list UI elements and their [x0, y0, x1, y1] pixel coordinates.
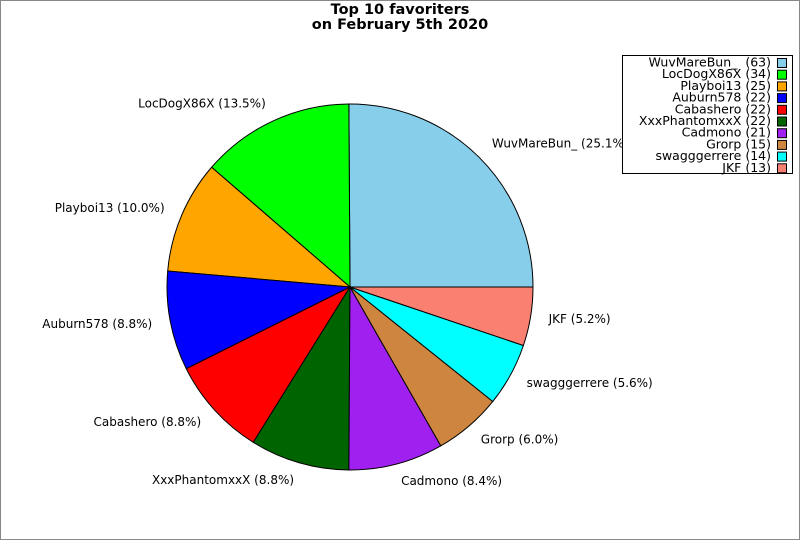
- legend-swatch: [777, 104, 787, 115]
- slice-label: Auburn578 (8.8%): [42, 317, 152, 331]
- legend: WuvMareBun_ (63)LocDogX86X (34)Playboi13…: [639, 55, 787, 175]
- slice-label: XxxPhantomxxX (8.8%): [152, 473, 294, 487]
- legend-swatch: [777, 128, 787, 139]
- slice-label: JKF (5.2%): [548, 312, 611, 326]
- legend-label: swagggerrere (14): [655, 148, 771, 163]
- slice-label: Playboi13 (10.0%): [55, 201, 165, 215]
- pie-slice: [167, 166, 352, 288]
- chart-subtitle: on February 5th 2020: [312, 17, 489, 33]
- slice-label: swagggerrere (5.6%): [527, 376, 653, 390]
- pie-slice: [185, 285, 352, 444]
- legend-swatch: [777, 69, 787, 80]
- pie-slice: [348, 103, 534, 288]
- pie-slice: [348, 285, 442, 471]
- pie-slice: [166, 270, 352, 370]
- legend-swatch: [777, 93, 787, 104]
- legend-swatch: [777, 81, 787, 92]
- legend-label: XxxPhantomxxX (22): [639, 113, 771, 128]
- legend-label: Cabashero (22): [675, 101, 771, 116]
- chart-title: Top 10 favoriters: [331, 2, 470, 18]
- legend-label: Cadmono (21): [682, 125, 771, 140]
- legend-swatch: [777, 116, 787, 127]
- legend-box: [622, 55, 793, 174]
- legend-swatch: [777, 163, 787, 174]
- legend-label: WuvMareBun_ (63): [648, 55, 771, 70]
- legend-swatch: [777, 151, 787, 162]
- pie-slice: [252, 285, 351, 471]
- pie-slice: [349, 286, 534, 347]
- slice-label: Cadmono (8.4%): [401, 474, 502, 488]
- pie-slice: [210, 103, 351, 289]
- pie: WuvMareBun_ (25.1%) LocDogX86X (13.5%) Pla…: [42, 97, 652, 489]
- legend-swatch: [777, 58, 787, 68]
- legend-label: Playboi13 (25): [680, 78, 771, 93]
- legend-label: Auburn578 (22): [672, 90, 771, 105]
- slice-label: LocDogX86X (13.5%): [138, 97, 266, 111]
- slice-label: Grorp (6.0%): [481, 433, 559, 447]
- legend-label: Grorp (15): [706, 136, 771, 151]
- legend-label: JKF (13): [721, 160, 771, 175]
- legend-swatch: [777, 139, 787, 150]
- slice-label: Cabashero (8.8%): [94, 415, 202, 429]
- legend-label: LocDogX86X (34): [662, 66, 771, 81]
- slice-label: WuvMareBun_ (25.1%): [492, 137, 629, 151]
